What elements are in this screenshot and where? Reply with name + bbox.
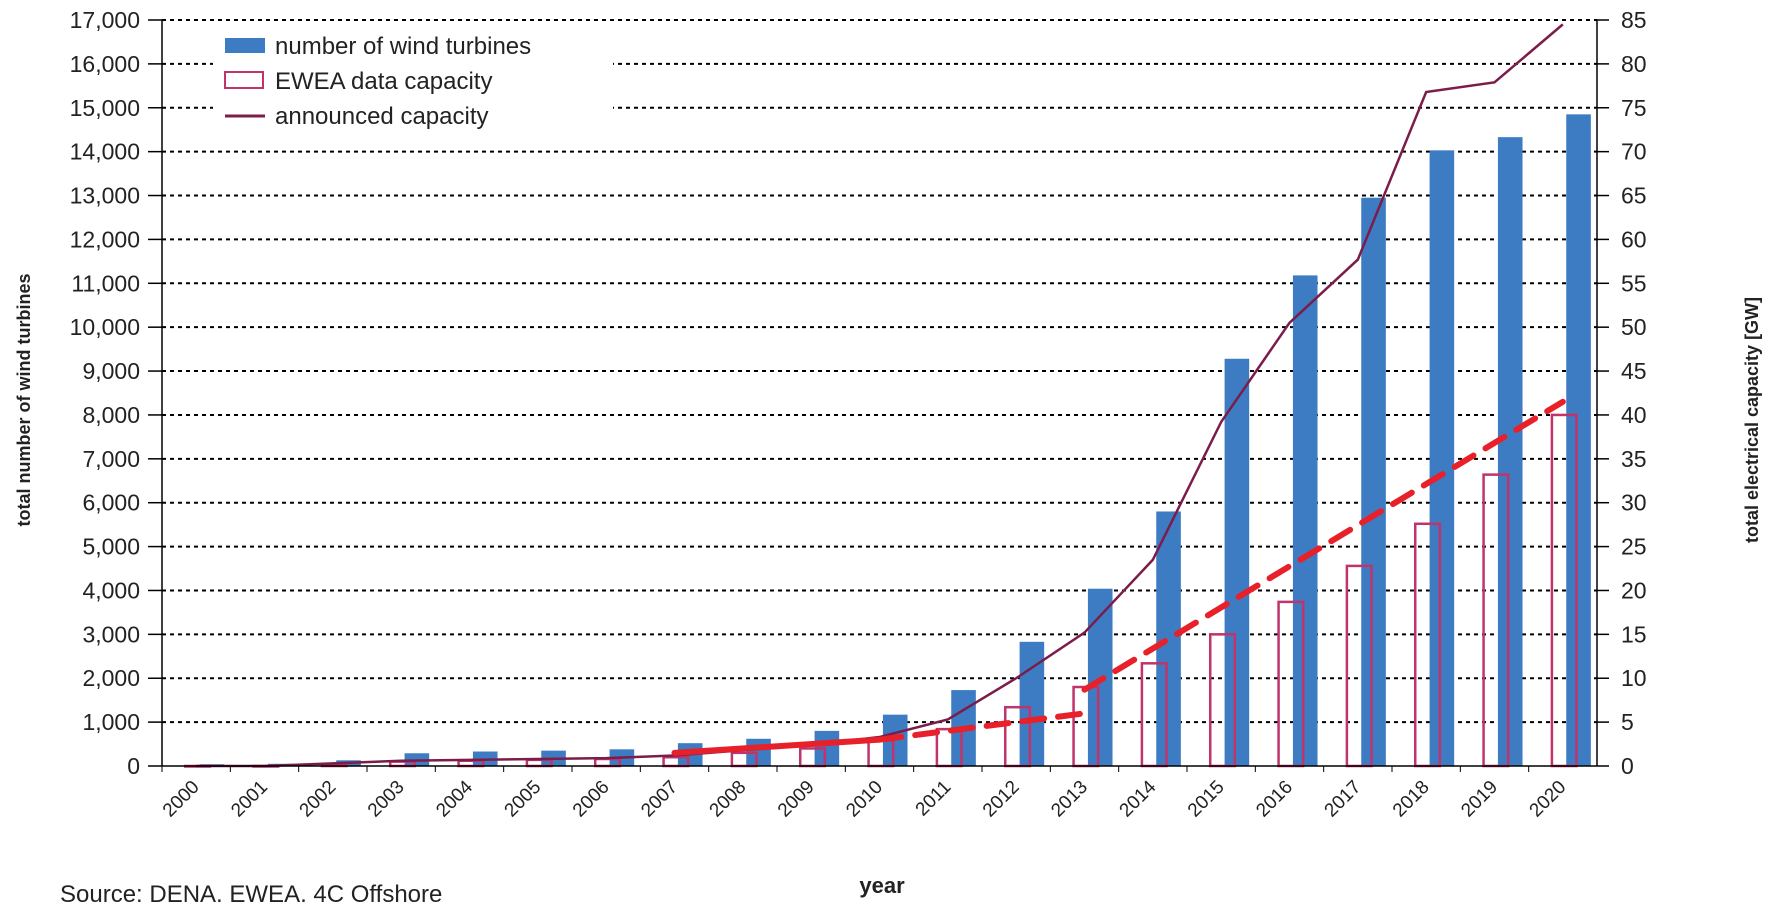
right-tick-label: 55 [1621, 270, 1647, 296]
left-tick-label: 10,000 [70, 314, 140, 340]
x-tick-label: 2016 [1252, 777, 1297, 822]
legend-swatch-turbines [225, 38, 265, 53]
left-tick-label: 6,000 [82, 490, 140, 516]
turbine-bar [1292, 275, 1318, 766]
x-tick-label: 2002 [296, 777, 341, 822]
left-tick-label: 15,000 [70, 95, 140, 121]
x-tick-label: 2001 [227, 777, 272, 822]
x-tick-label: 2009 [774, 777, 819, 822]
right-tick-label: 50 [1621, 314, 1647, 340]
x-tick-label: 2018 [1389, 777, 1434, 822]
legend-label-ewea: EWEA data capacity [275, 68, 492, 95]
turbine-bar [1429, 150, 1455, 767]
x-tick-label: 2012 [979, 777, 1024, 822]
left-tick-label: 17,000 [70, 7, 140, 33]
x-tick-label: 2017 [1321, 777, 1366, 822]
left-tick-label: 1,000 [82, 709, 140, 735]
x-tick-label: 2019 [1457, 777, 1502, 822]
legend-background [213, 25, 613, 143]
right-tick-label: 70 [1621, 139, 1647, 165]
left-tick-label: 2,000 [82, 665, 140, 691]
legend: number of wind turbines EWEA data capacit… [213, 25, 613, 143]
right-tick-label: 80 [1621, 51, 1647, 77]
x-tick-label: 2006 [569, 777, 614, 822]
trend-lines [671, 398, 1566, 756]
x-tick-label: 2010 [842, 777, 887, 822]
right-tick-label: 20 [1621, 577, 1647, 603]
legend-label-turbines: number of wind turbines [275, 33, 531, 60]
left-tick-label: 0 [127, 753, 140, 779]
turbine-bar [1156, 511, 1181, 766]
left-tick-label: 5,000 [82, 534, 140, 560]
right-tick-label: 65 [1621, 183, 1647, 209]
right-tick-label: 15 [1621, 621, 1647, 647]
legend-label-announced: announced capacity [275, 103, 489, 130]
right-tick-label: 60 [1621, 226, 1647, 252]
right-tick-label: 0 [1621, 753, 1634, 779]
right-tick-label: 75 [1621, 95, 1647, 121]
right-tick-label: 35 [1621, 446, 1647, 472]
right-tick-label: 5 [1621, 709, 1634, 735]
right-tick-label: 45 [1621, 358, 1647, 384]
x-tick-label: 2003 [364, 777, 409, 822]
x-tick-label: 2008 [706, 777, 751, 822]
left-tick-label: 9,000 [82, 358, 140, 384]
legend-swatch-ewea [224, 71, 264, 89]
x-tick-label: 2013 [1047, 777, 1092, 822]
gridlines [162, 19, 1597, 724]
left-tick-label: 8,000 [82, 402, 140, 428]
left-axis-title: total number of wind turbines [14, 274, 34, 527]
x-tick-label: 2011 [912, 777, 956, 821]
left-tick-label: 4,000 [82, 577, 140, 603]
turbine-bar [1361, 197, 1386, 767]
x-axis-title: year [859, 873, 905, 898]
x-tick-label: 2015 [1184, 777, 1229, 822]
left-tick-label: 11,000 [71, 270, 140, 296]
right-axis-title: total electrical capacity [GW] [1742, 297, 1762, 543]
left-tick-label: 7,000 [82, 446, 140, 472]
left-tick-label: 14,000 [70, 139, 140, 165]
left-tick-label: 12,000 [70, 226, 140, 252]
left-tick-label: 16,000 [70, 51, 140, 77]
x-tick-label: 2004 [432, 776, 477, 821]
left-tick-label: 13,000 [70, 183, 140, 209]
x-tick-label: 2020 [1526, 777, 1571, 822]
turbine-bar [1497, 137, 1523, 766]
x-tick-label: 2005 [501, 777, 546, 822]
turbine-bar [1224, 358, 1250, 766]
turbine-bar [1019, 641, 1045, 766]
right-tick-label: 25 [1621, 534, 1647, 560]
x-tick-label: 2000 [159, 777, 204, 822]
left-tick-label: 3,000 [82, 621, 140, 647]
right-tick-label: 30 [1621, 490, 1647, 516]
right-tick-label: 85 [1621, 7, 1647, 33]
x-tick-label: 2014 [1116, 776, 1161, 821]
x-tick-label: 2007 [637, 777, 682, 822]
trend-line-dashed [876, 710, 1088, 743]
trend-line-dashed-2 [1081, 398, 1566, 693]
turbine-bars [199, 114, 1591, 767]
turbine-bar [1566, 114, 1591, 767]
right-tick-label: 10 [1621, 665, 1647, 691]
source-note: Source: DENA, EWEA, 4C Offshore [60, 881, 442, 902]
trend-line-solid [671, 736, 883, 756]
right-tick-label: 40 [1621, 402, 1647, 428]
